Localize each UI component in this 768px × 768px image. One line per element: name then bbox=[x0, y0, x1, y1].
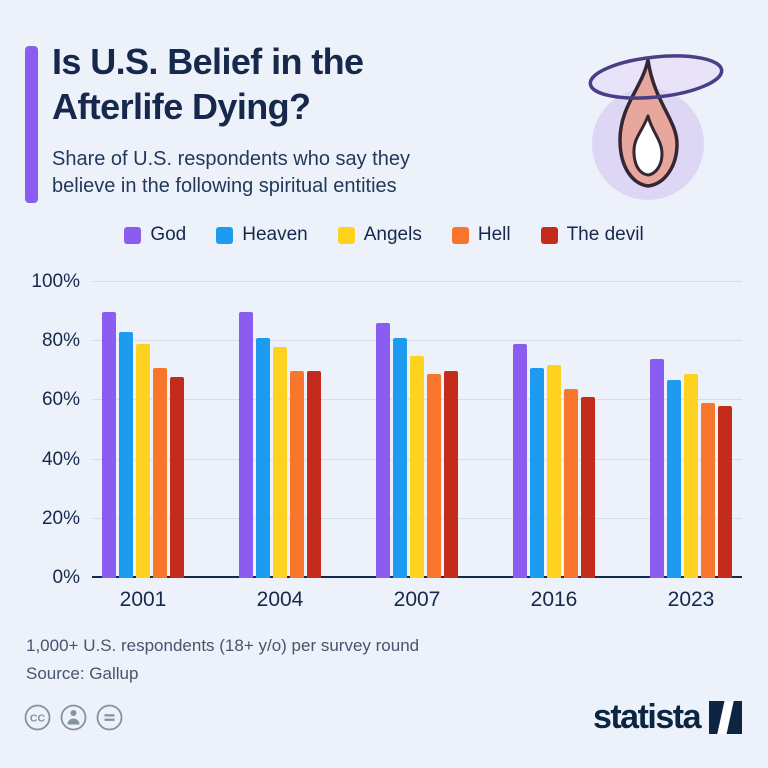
bar-hell-2023 bbox=[701, 403, 715, 578]
legend-label: Hell bbox=[477, 224, 511, 245]
chart: 0% 20% 40% 60% 80% 100% 2001 2004 2007 2016 2023 bbox=[28, 271, 742, 611]
bar-god-2016 bbox=[513, 344, 527, 578]
x-axis-label-2007: 2007 bbox=[393, 588, 441, 611]
legend-swatch-angels bbox=[337, 226, 355, 244]
bar-group-2023: 2023 bbox=[650, 282, 732, 611]
bar-the-devil-2001 bbox=[170, 376, 184, 578]
bar-the-devil-2007 bbox=[444, 370, 458, 578]
y-axis-tick-label: 0% bbox=[52, 567, 80, 588]
subtitle-line-1: Share of U.S. respondents who say they bbox=[52, 148, 410, 170]
bar-hell-2001 bbox=[153, 367, 167, 578]
bar-angels-2001 bbox=[136, 344, 150, 578]
bar-the-devil-2004 bbox=[307, 370, 321, 578]
bar-group-2007: 2007 bbox=[376, 282, 458, 611]
gridline bbox=[92, 340, 742, 342]
y-axis-tick-label: 100% bbox=[31, 271, 80, 292]
y-axis-tick-label: 20% bbox=[41, 507, 80, 529]
statista-logo[interactable]: statista bbox=[593, 698, 742, 737]
statista-logo-text: statista bbox=[592, 698, 702, 736]
legend-item-hell: Hell bbox=[451, 224, 511, 246]
bar-angels-2004 bbox=[273, 347, 287, 578]
title-accent-bar bbox=[25, 46, 38, 203]
title-line-2: Afterlife Dying? bbox=[52, 85, 311, 127]
x-axis-label-2016: 2016 bbox=[530, 588, 578, 611]
bar-heaven-2004 bbox=[256, 338, 270, 578]
footnote: 1,000+ U.S. respondents (18+ y/o) per su… bbox=[26, 632, 419, 687]
y-axis-tick-label: 80% bbox=[41, 330, 80, 352]
bar-god-2023 bbox=[650, 358, 664, 578]
bar-groups: 2001 2004 2007 2016 2023 bbox=[92, 282, 742, 611]
bar-angels-2007 bbox=[410, 356, 424, 578]
bar-the-devil-2023 bbox=[718, 406, 732, 578]
page-title: Is U.S. Belief in the Afterlife Dying? bbox=[52, 40, 364, 129]
attribution-icon[interactable] bbox=[60, 704, 87, 731]
bar-god-2001 bbox=[102, 311, 116, 578]
legend-swatch-hell bbox=[451, 226, 469, 244]
bar-heaven-2023 bbox=[667, 379, 681, 578]
title-line-1: Is U.S. Belief in the bbox=[52, 41, 364, 82]
legend-item-the-devil: The devil bbox=[540, 224, 644, 246]
y-axis-tick-label: 60% bbox=[41, 389, 80, 411]
legend: God Heaven Angels Hell The devil bbox=[0, 224, 768, 246]
legend-swatch-the-devil bbox=[540, 226, 558, 244]
bar-angels-2016 bbox=[547, 364, 561, 578]
creative-commons-icon[interactable]: CC bbox=[24, 704, 51, 731]
svg-text:CC: CC bbox=[30, 713, 46, 725]
no-derivatives-icon[interactable] bbox=[96, 704, 123, 731]
statista-logo-mark bbox=[709, 701, 742, 734]
page-subtitle: Share of U.S. respondents who say they b… bbox=[52, 146, 410, 200]
bar-group-2016: 2016 bbox=[513, 282, 595, 611]
legend-item-god: God bbox=[124, 224, 186, 246]
legend-label: God bbox=[150, 224, 187, 245]
bar-group-2001: 2001 bbox=[102, 282, 184, 611]
bar-group-2004: 2004 bbox=[239, 282, 321, 611]
x-axis-label-2004: 2004 bbox=[256, 588, 304, 611]
x-axis-label-2001: 2001 bbox=[119, 588, 167, 611]
x-axis-label-2023: 2023 bbox=[667, 588, 715, 611]
subtitle-line-2: believe in the following spiritual entit… bbox=[52, 174, 397, 197]
bar-heaven-2007 bbox=[393, 338, 407, 578]
legend-label: The devil bbox=[566, 224, 644, 245]
legend-swatch-heaven bbox=[216, 226, 234, 244]
legend-swatch-god bbox=[124, 226, 142, 244]
legend-label: Heaven bbox=[242, 224, 308, 245]
y-axis-tick-label: 40% bbox=[41, 448, 80, 470]
plot-area: 0% 20% 40% 60% 80% 100% 2001 2004 2007 2016 2023 bbox=[31, 271, 742, 611]
flame-halo-icon bbox=[588, 54, 724, 200]
footnote-line-1: 1,000+ U.S. respondents (18+ y/o) per su… bbox=[26, 636, 420, 655]
bar-heaven-2001 bbox=[119, 332, 133, 578]
bar-hell-2007 bbox=[427, 373, 441, 578]
bar-hell-2016 bbox=[564, 388, 578, 578]
bar-god-2007 bbox=[376, 323, 390, 578]
license-icons: CC bbox=[24, 704, 123, 731]
gridline bbox=[92, 281, 742, 282]
grid-layer: 0% 20% 40% 60% 80% 100% bbox=[31, 271, 742, 588]
bar-angels-2023 bbox=[684, 373, 698, 578]
legend-label: Angels bbox=[363, 224, 422, 245]
legend-item-angels: Angels bbox=[337, 224, 422, 246]
footnote-line-2: Source: Gallup bbox=[26, 663, 139, 683]
bar-the-devil-2016 bbox=[581, 397, 595, 578]
flame-halo-illustration bbox=[556, 44, 746, 211]
bar-heaven-2016 bbox=[530, 367, 544, 578]
bar-hell-2004 bbox=[290, 370, 304, 578]
legend-item-heaven: Heaven bbox=[216, 224, 308, 246]
bar-god-2004 bbox=[239, 311, 253, 578]
